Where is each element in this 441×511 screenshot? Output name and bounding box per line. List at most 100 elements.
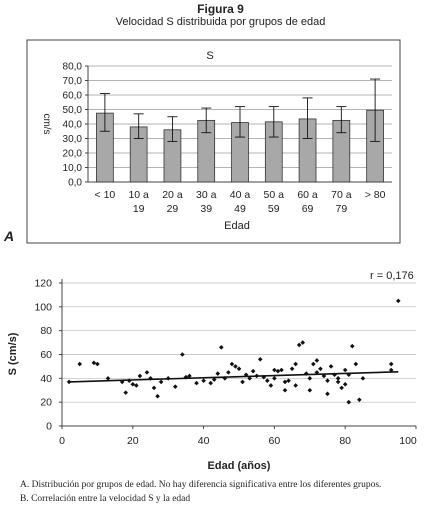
bar-x-tick-label-line2: 69 (302, 203, 314, 215)
data-point (279, 367, 284, 373)
scatter-y-tick-label: 20 (40, 397, 52, 409)
data-point (293, 361, 298, 367)
scatter-annotation: r = 0,176 (370, 270, 414, 282)
data-point (257, 356, 263, 362)
data-point (311, 361, 316, 367)
data-point (296, 342, 302, 348)
data-point (282, 387, 288, 393)
data-point (155, 393, 160, 399)
data-point (307, 387, 313, 393)
scatter-y-tick-label: 60 (40, 349, 52, 361)
data-point (289, 366, 295, 372)
bar-chart-frame (26, 39, 401, 244)
scatter-ylabel: S (cm/s) (7, 332, 19, 375)
data-point (268, 383, 274, 388)
bar-y-tick-label: 30,0 (63, 134, 83, 145)
data-point (91, 360, 97, 366)
bar-x-tick-label-line2: 29 (167, 203, 179, 215)
bar-x-tick-label: 30 a (196, 189, 217, 201)
data-point (130, 381, 136, 387)
data-point (180, 352, 185, 357)
data-point (201, 378, 206, 384)
bar-x-tick-label: 40 a (230, 189, 251, 201)
data-point (66, 379, 72, 385)
bar-y-tick-label: 40,0 (63, 120, 83, 131)
data-point (137, 373, 143, 379)
bar-y-tick-label: 60,0 (63, 91, 83, 102)
data-point (328, 364, 334, 369)
data-point (282, 379, 288, 385)
data-point (360, 376, 366, 381)
bar-x-tick-label: < 10 (95, 189, 116, 201)
data-point (357, 397, 362, 403)
data-point (144, 370, 150, 375)
scatter-y-tick-label: 100 (34, 301, 52, 313)
scatter-y-tick-label: 80 (40, 325, 52, 337)
data-point (353, 361, 359, 367)
data-point (286, 378, 291, 384)
bar-x-tick-label: 50 a (264, 189, 285, 201)
data-point (388, 367, 394, 373)
data-point (339, 385, 344, 391)
bar-x-tick-label-line2: 59 (268, 203, 280, 215)
data-point (215, 371, 221, 376)
scatter-x-tick-label: 20 (127, 435, 139, 447)
bar-chart-xlabel: Edad (224, 220, 250, 232)
data-point (272, 376, 277, 381)
data-point (396, 298, 401, 304)
bar-y-tick-label: 20,0 (63, 149, 83, 160)
scatter-x-tick-label: 80 (339, 435, 351, 447)
scatter-x-tick-label: 100 (399, 435, 417, 447)
data-point (342, 381, 348, 387)
data-point (194, 380, 199, 386)
scatter-y-tick-label: 120 (34, 278, 52, 290)
data-point (325, 391, 330, 397)
data-point (335, 379, 341, 385)
data-point (158, 379, 164, 385)
trend-line (69, 370, 399, 383)
data-point (335, 376, 341, 381)
data-point (233, 364, 238, 369)
data-point (151, 385, 157, 391)
data-point (275, 368, 281, 374)
caption-b: B. Correlación entre la velocidad S y la… (20, 494, 191, 504)
data-point (95, 361, 100, 367)
data-point (346, 399, 352, 405)
data-point (240, 379, 245, 385)
data-point (229, 361, 235, 367)
bar-x-tick-label: 60 a (297, 189, 318, 201)
data-point (236, 366, 242, 372)
bar-y-tick-label: 0,0 (68, 178, 82, 189)
data-point (300, 340, 306, 345)
data-point (342, 367, 348, 373)
bar-y-tick-label: 50,0 (63, 105, 83, 116)
bar-y-tick-label: 80,0 (63, 62, 83, 73)
bar-y-tick-label: 10,0 (63, 163, 83, 174)
caption-a: A. Distribución por grupos de edad. No h… (20, 480, 382, 490)
data-point (265, 378, 270, 384)
data-point (349, 343, 355, 349)
data-point (211, 377, 217, 382)
bar-x-tick-label: 20 a (162, 189, 183, 201)
data-point (388, 361, 394, 367)
scatter-chart: r = 0,176 S (cm/s) Edad (años) 0 20 40 60 80… (7, 270, 417, 472)
bar-x-tick-label-line2: 49 (234, 203, 246, 215)
scatter-xlabel: Edad (años) (208, 460, 271, 472)
data-point (250, 368, 256, 374)
scatter-y-tick-label: 0 (46, 421, 52, 433)
bar-y-tick-label: 70,0 (63, 76, 83, 87)
bar-x-tick-label-line2: 79 (335, 203, 347, 215)
bar-chart-ylabel: cm/s (41, 113, 52, 134)
data-point (325, 378, 330, 384)
bar-chart-title: S (206, 50, 213, 62)
data-point (123, 390, 129, 395)
bar-x-tick-label: 10 a (128, 189, 149, 201)
data-point (219, 345, 224, 350)
scatter-x-tick-label: 40 (198, 435, 210, 447)
figure-title: Figura 9 (197, 2, 244, 16)
data-point (318, 366, 323, 372)
data-point (307, 376, 313, 381)
data-point (226, 370, 231, 375)
scatter-y-tick-label: 40 (40, 373, 52, 385)
data-point (77, 361, 82, 367)
